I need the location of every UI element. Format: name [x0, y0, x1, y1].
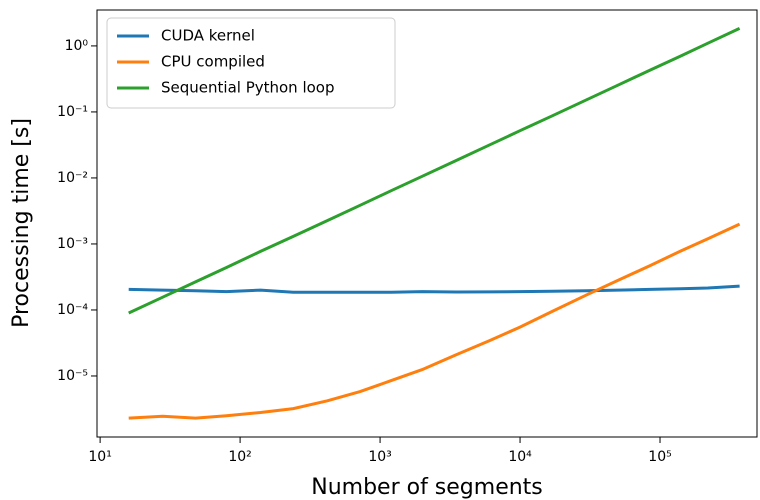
legend-box — [106, 17, 396, 109]
legend-label: Sequential Python loop — [161, 79, 335, 97]
series-line — [128, 284, 740, 294]
x-tick-label: 10¹ — [88, 449, 111, 465]
y-tick-label: 10⁻⁴ — [57, 302, 88, 318]
legend-label: CUDA kernel — [161, 27, 255, 45]
x-tick-label: 10⁵ — [648, 449, 671, 465]
legend-label: CPU compiled — [161, 53, 265, 71]
y-tick-label: 10⁻⁵ — [57, 368, 88, 384]
legend: CUDA kernel CPU compiled Sequential Python… — [106, 17, 396, 109]
x-axis-label: Number of segments — [311, 475, 543, 500]
x-tick-label: 10⁴ — [508, 449, 532, 465]
x-tick-label: 10³ — [368, 449, 391, 465]
y-tick-label: 10⁰ — [65, 38, 89, 54]
series-line — [128, 27, 741, 315]
plot-frame — [96, 9, 758, 438]
y-tick-label: 10⁻² — [57, 170, 88, 186]
series-line — [128, 222, 741, 420]
x-tick-label: 10² — [228, 449, 251, 465]
y-tick-label: 10⁻³ — [57, 236, 88, 252]
y-tick-label: 10⁻¹ — [57, 104, 88, 120]
y-axis-label: Processing time [s] — [9, 118, 34, 328]
